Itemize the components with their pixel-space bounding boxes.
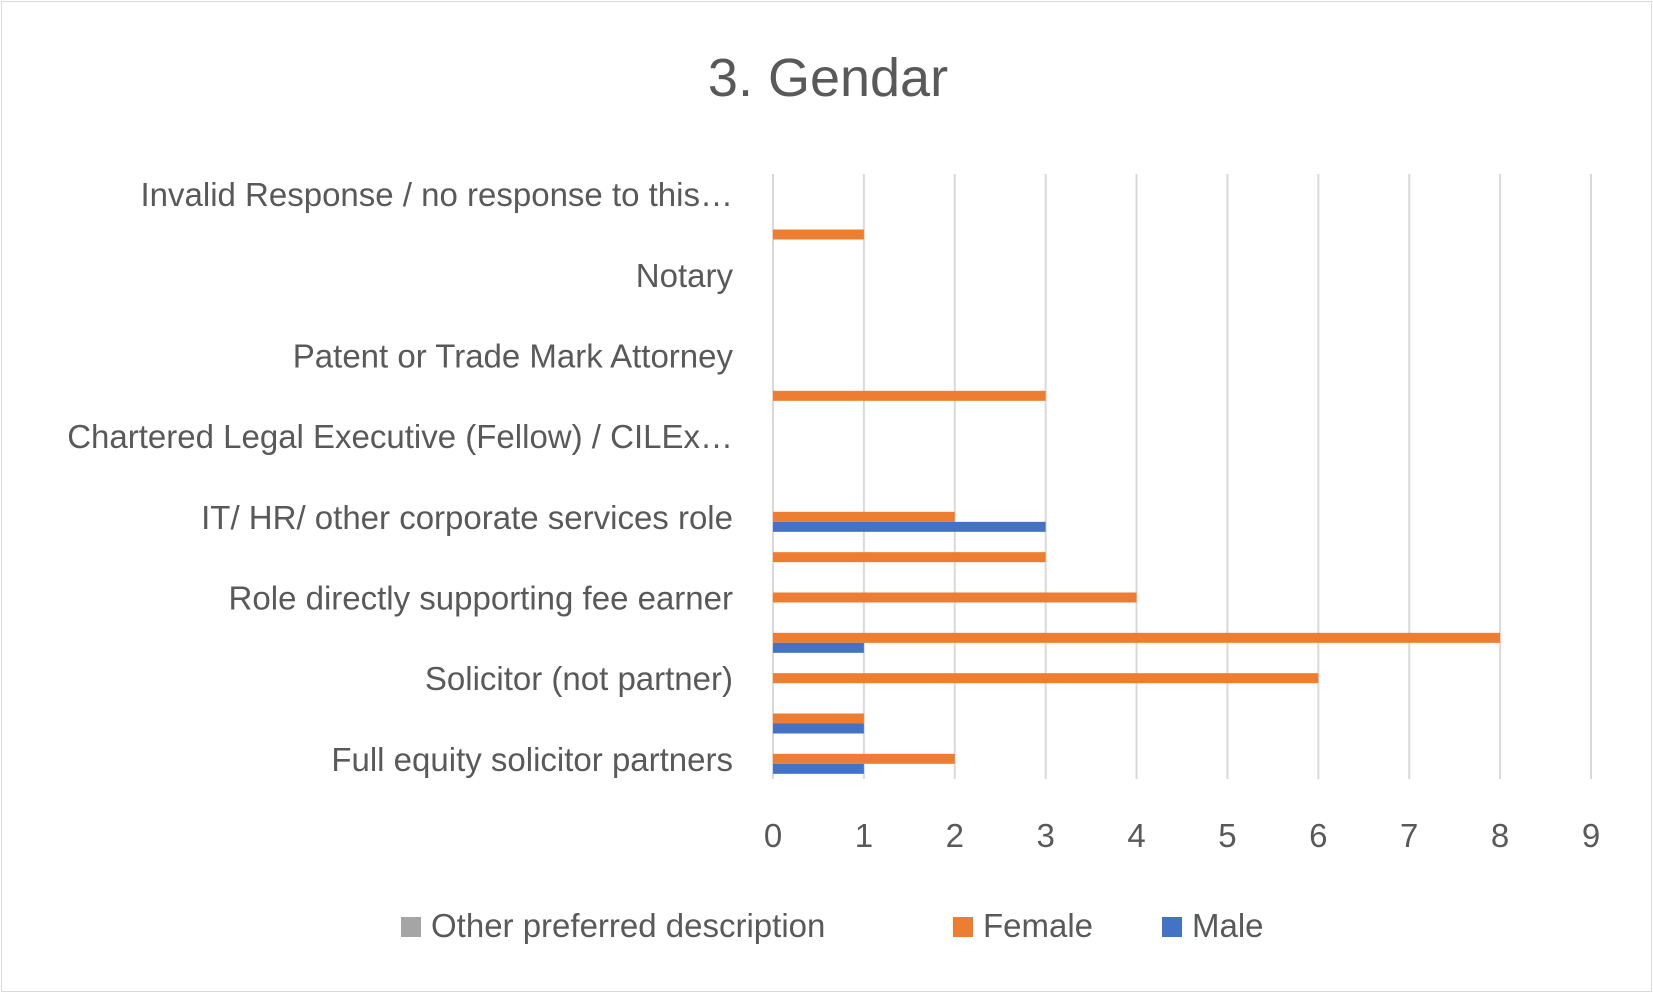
bar-male-11 [773, 642, 864, 653]
x-tick-8: 8 [1491, 817, 1509, 854]
legend: Other preferred description Female Male [401, 907, 1264, 944]
x-tick-3: 3 [1036, 817, 1054, 854]
x-tick-9: 9 [1582, 817, 1600, 854]
x-tick-labels: 0 1 2 3 4 5 6 7 8 9 [764, 817, 1600, 854]
legend-swatch-female [953, 917, 973, 937]
bar-female-11 [773, 632, 1501, 643]
x-tick-6: 6 [1309, 817, 1327, 854]
chart-title: 3. Gendar [708, 48, 948, 108]
bar-male-13 [773, 723, 864, 734]
category-label: Role directly supporting fee earner [229, 580, 733, 617]
x-tick-7: 7 [1400, 817, 1418, 854]
x-tick-0: 0 [764, 817, 782, 854]
bar-female-14 [773, 753, 955, 764]
category-label: Solicitor (not partner) [425, 660, 733, 697]
category-label: Patent or Trade Mark Attorney [293, 338, 734, 375]
bar-female-5 [773, 390, 1046, 401]
legend-swatch-other-preferred-description [401, 917, 421, 937]
category-label: Invalid Response / no response to this… [140, 176, 733, 213]
legend-label-male: Male [1192, 907, 1264, 944]
bar-female-8 [773, 511, 955, 522]
category-label: IT/ HR/ other corporate services role [201, 499, 733, 536]
category-label: Notary [636, 257, 734, 294]
category-labels: Invalid Response / no response to this… N… [67, 176, 733, 778]
bar-female-13 [773, 713, 864, 724]
category-label: Full equity solicitor partners [331, 741, 733, 778]
bar-male-8 [773, 521, 1046, 532]
x-tick-1: 1 [855, 817, 873, 854]
bar-male-14 [773, 763, 864, 774]
legend-swatch-male [1162, 917, 1182, 937]
bars [773, 229, 1501, 774]
legend-label-other-preferred-description: Other preferred description [431, 907, 825, 944]
legend-label-female: Female [983, 907, 1093, 944]
bar-female-1 [773, 229, 864, 240]
x-tick-5: 5 [1218, 817, 1236, 854]
x-tick-2: 2 [946, 817, 964, 854]
x-tick-4: 4 [1127, 817, 1145, 854]
category-label: Chartered Legal Executive (Fellow) / CIL… [67, 418, 733, 455]
gridlines [772, 174, 1592, 779]
bar-female-12 [773, 673, 1319, 684]
bar-female-9 [773, 552, 1046, 563]
bar-female-10 [773, 592, 1137, 603]
